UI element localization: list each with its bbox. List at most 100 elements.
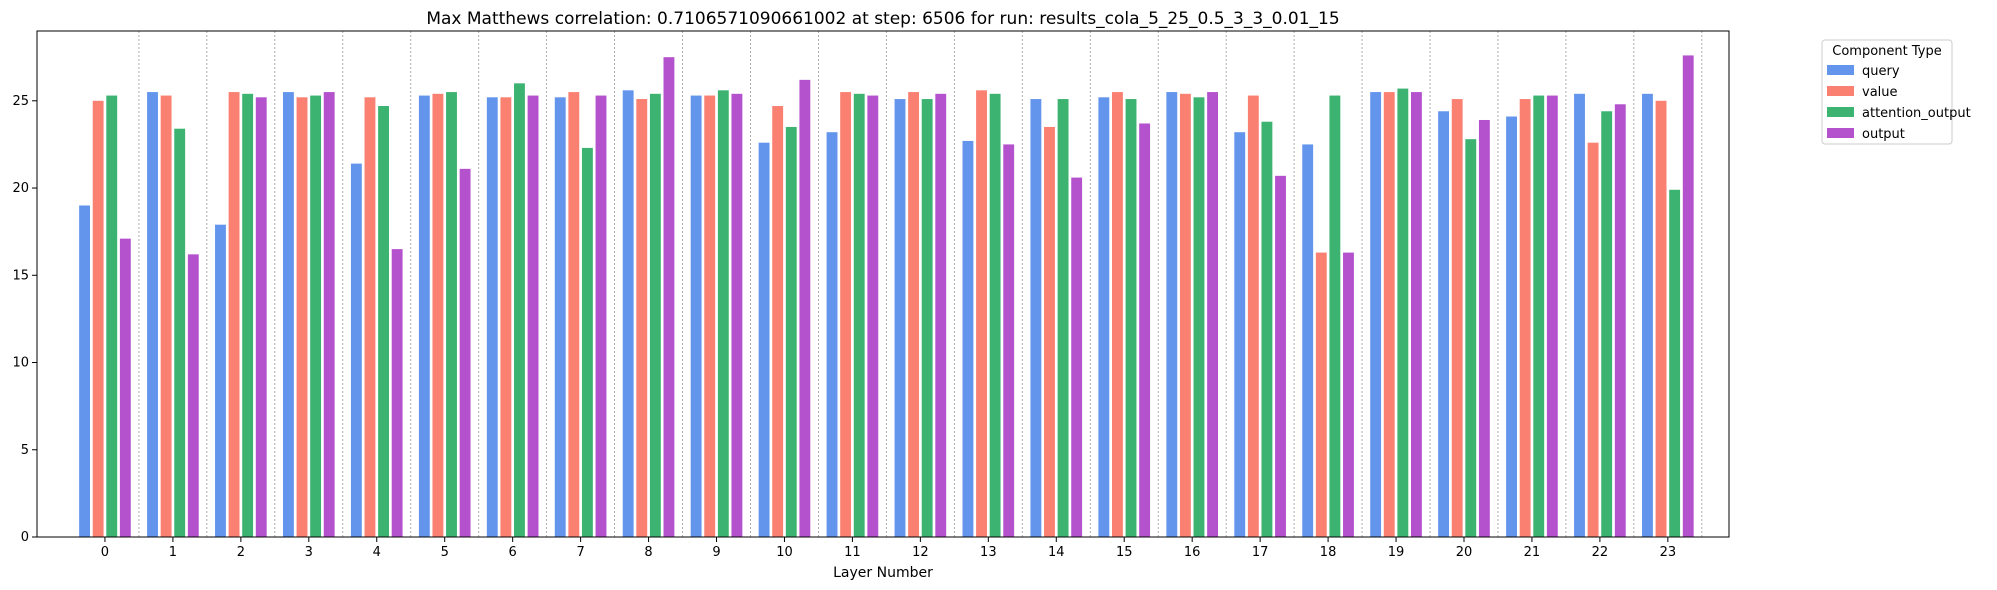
bar-value-layer-16 bbox=[1179, 93, 1191, 538]
legend-swatch-query bbox=[1827, 65, 1854, 75]
bar-attention_output-layer-7 bbox=[581, 147, 593, 537]
bar-value-layer-19 bbox=[1383, 92, 1395, 537]
bar-value-layer-2 bbox=[228, 92, 240, 537]
bar-query-layer-9 bbox=[690, 95, 702, 537]
legend-label-value: value bbox=[1862, 85, 1898, 100]
bar-attention_output-layer-17 bbox=[1261, 121, 1273, 538]
bar-value-layer-15 bbox=[1111, 92, 1123, 537]
x-tick-label: 2 bbox=[237, 545, 245, 560]
bar-query-layer-11 bbox=[826, 132, 838, 537]
bar-output-layer-22 bbox=[1614, 104, 1626, 537]
bar-value-layer-3 bbox=[296, 97, 308, 537]
bar-value-layer-9 bbox=[704, 95, 716, 537]
bar-output-layer-23 bbox=[1682, 55, 1694, 538]
bar-attention_output-layer-4 bbox=[378, 106, 389, 537]
bar-output-layer-21 bbox=[1546, 95, 1558, 537]
legend-swatch-attention_output bbox=[1827, 107, 1854, 117]
bar-attention_output-layer-1 bbox=[174, 128, 186, 538]
bar-value-layer-6 bbox=[500, 97, 512, 537]
y-tick-label: 10 bbox=[12, 356, 29, 371]
bar-attention_output-layer-10 bbox=[785, 126, 797, 537]
bar-query-layer-6 bbox=[486, 97, 498, 537]
bar-attention_output-layer-3 bbox=[310, 95, 322, 537]
bar-query-layer-15 bbox=[1098, 97, 1110, 537]
bar-query-layer-17 bbox=[1234, 132, 1246, 537]
x-tick-label: 18 bbox=[1320, 545, 1337, 560]
bar-query-layer-14 bbox=[1030, 99, 1042, 537]
x-tick-label: 8 bbox=[644, 545, 652, 560]
chart-title: Max Matthews correlation: 0.710657109066… bbox=[426, 9, 1339, 29]
legend-box bbox=[1821, 39, 1953, 145]
bar-output-layer-6 bbox=[527, 95, 539, 537]
bar-attention_output-layer-20 bbox=[1465, 139, 1477, 537]
x-tick-label: 10 bbox=[776, 545, 793, 560]
bar-value-layer-10 bbox=[772, 106, 784, 537]
x-tick-label: 17 bbox=[1252, 545, 1269, 560]
bar-query-layer-20 bbox=[1438, 111, 1450, 537]
bar-value-layer-14 bbox=[1044, 126, 1055, 537]
bar-attention_output-layer-14 bbox=[1057, 99, 1069, 537]
legend-label-query: query bbox=[1862, 64, 1900, 79]
bar-value-layer-1 bbox=[160, 95, 172, 537]
bar-attention_output-layer-12 bbox=[921, 99, 933, 537]
bar-output-layer-17 bbox=[1275, 175, 1286, 538]
bar-attention_output-layer-5 bbox=[446, 92, 457, 537]
x-tick-label: 11 bbox=[844, 545, 861, 560]
bar-query-layer-3 bbox=[282, 92, 294, 537]
x-tick-label: 7 bbox=[576, 545, 584, 560]
x-tick-label: 13 bbox=[980, 545, 997, 560]
bar-query-layer-16 bbox=[1166, 92, 1178, 537]
bar-output-layer-18 bbox=[1343, 252, 1354, 537]
bar-value-layer-11 bbox=[840, 92, 852, 537]
bar-value-layer-21 bbox=[1519, 99, 1531, 537]
x-tick-label: 12 bbox=[912, 545, 929, 560]
bar-value-layer-18 bbox=[1315, 252, 1327, 537]
bar-value-layer-8 bbox=[636, 99, 648, 537]
y-tick-label: 25 bbox=[12, 94, 29, 109]
bar-output-layer-11 bbox=[867, 95, 879, 537]
bar-value-layer-4 bbox=[364, 97, 376, 537]
bar-query-layer-8 bbox=[622, 90, 634, 538]
x-tick-label: 15 bbox=[1116, 545, 1133, 560]
bar-output-layer-3 bbox=[323, 92, 335, 537]
x-axis-label: Layer Number bbox=[833, 565, 933, 581]
bar-output-layer-12 bbox=[935, 93, 947, 538]
bar-query-layer-12 bbox=[894, 99, 906, 537]
bar-value-layer-12 bbox=[908, 92, 920, 537]
y-tick-label: 0 bbox=[21, 530, 29, 545]
bar-attention_output-layer-9 bbox=[717, 90, 729, 538]
bar-attention_output-layer-19 bbox=[1397, 88, 1409, 537]
bar-query-layer-19 bbox=[1370, 92, 1382, 537]
bar-attention_output-layer-6 bbox=[514, 83, 525, 538]
bar-output-layer-7 bbox=[595, 95, 607, 537]
bar-value-layer-22 bbox=[1587, 142, 1599, 538]
x-tick-label: 9 bbox=[712, 545, 720, 560]
x-tick-label: 0 bbox=[101, 545, 109, 560]
bar-query-layer-21 bbox=[1506, 116, 1517, 537]
bar-attention_output-layer-18 bbox=[1329, 95, 1341, 537]
bar-query-layer-23 bbox=[1642, 93, 1653, 538]
bar-output-layer-0 bbox=[119, 238, 131, 538]
bar-output-layer-9 bbox=[731, 93, 743, 538]
legend-label-output: output bbox=[1862, 127, 1905, 142]
bar-value-layer-5 bbox=[432, 93, 444, 538]
bar-output-layer-20 bbox=[1478, 119, 1490, 537]
y-tick-label: 20 bbox=[12, 181, 29, 196]
x-tick-label: 20 bbox=[1456, 545, 1473, 560]
bar-query-layer-13 bbox=[962, 140, 974, 537]
bar-attention_output-layer-15 bbox=[1125, 99, 1137, 537]
x-tick-label: 22 bbox=[1592, 545, 1609, 560]
x-tick-label: 1 bbox=[169, 545, 177, 560]
bar-query-layer-10 bbox=[758, 142, 770, 538]
bar-attention_output-layer-0 bbox=[106, 95, 118, 537]
bar-value-layer-23 bbox=[1655, 100, 1667, 538]
bar-output-layer-15 bbox=[1139, 123, 1151, 537]
bar-query-layer-7 bbox=[554, 97, 566, 537]
x-tick-label: 5 bbox=[441, 545, 449, 560]
y-tick-label: 15 bbox=[12, 268, 29, 283]
bar-query-layer-4 bbox=[350, 163, 362, 537]
bar-output-layer-19 bbox=[1410, 92, 1422, 537]
y-tick-label: 5 bbox=[21, 443, 29, 458]
